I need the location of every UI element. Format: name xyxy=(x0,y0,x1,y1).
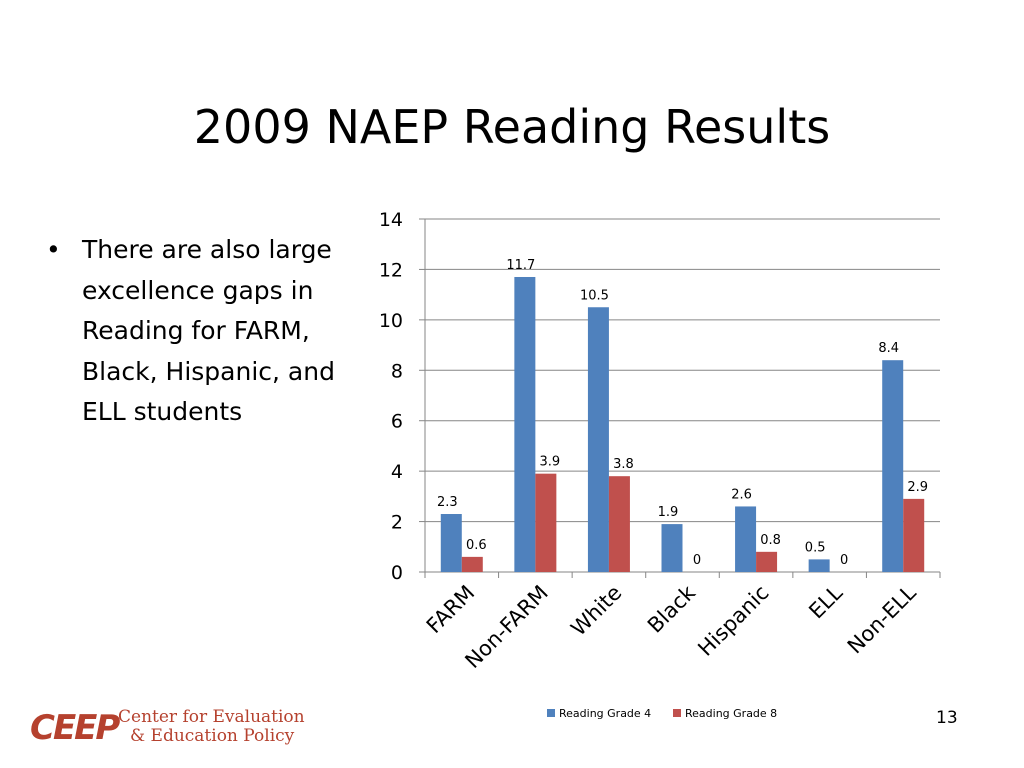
y-tick-label: 6 xyxy=(391,411,403,433)
bar-grade8 xyxy=(461,556,483,572)
data-label: 10.5 xyxy=(580,288,609,303)
bar-grade4 xyxy=(808,559,830,572)
x-tick-label: ELL xyxy=(804,580,847,623)
data-label: 3.8 xyxy=(613,457,634,472)
data-label: 11.7 xyxy=(506,258,535,273)
data-label: 0 xyxy=(693,553,701,568)
legend-swatch xyxy=(673,709,681,717)
bullet-marker: • xyxy=(46,235,61,264)
bar-grade8 xyxy=(903,498,925,572)
x-tick-label: White xyxy=(566,581,626,641)
logo-line-1: Center for Evaluation xyxy=(118,707,305,727)
y-tick-label: 0 xyxy=(391,562,403,584)
x-tick-label: Black xyxy=(643,580,701,638)
y-tick-label: 14 xyxy=(379,209,403,231)
data-label: 1.9 xyxy=(658,505,679,520)
bar-grade8 xyxy=(535,473,557,572)
bar-grade8 xyxy=(756,551,778,572)
data-label: 0.5 xyxy=(805,540,826,555)
legend-swatch xyxy=(547,709,555,717)
x-tick-label: Hispanic xyxy=(693,581,773,661)
x-tick-label: Non-ELL xyxy=(843,580,921,658)
bar-grade4 xyxy=(882,360,904,572)
y-tick-label: 2 xyxy=(391,512,403,534)
bar-grade4 xyxy=(661,524,683,572)
bar-grade4 xyxy=(587,307,609,572)
bar-grade8 xyxy=(608,476,630,572)
x-tick-label: FARM xyxy=(422,581,479,638)
legend-label: Reading Grade 4 xyxy=(559,707,651,720)
bar-grade4 xyxy=(514,276,536,572)
data-label: 0.6 xyxy=(466,538,487,553)
data-label: 2.9 xyxy=(907,480,928,495)
legend-label: Reading Grade 8 xyxy=(685,707,777,720)
bullet-text: There are also large excellence gaps in … xyxy=(82,235,335,426)
bullet-point: • There are also large excellence gaps i… xyxy=(46,230,356,433)
y-tick-label: 10 xyxy=(379,310,403,332)
data-label: 0 xyxy=(840,553,848,568)
bar-grade4 xyxy=(440,514,462,572)
ceep-logo-mark: CEEP xyxy=(30,708,120,748)
data-label: 2.3 xyxy=(437,495,458,510)
page-number: 13 xyxy=(936,708,958,728)
data-label: 8.4 xyxy=(878,341,899,356)
ceep-logo-text: Center for Evaluation & Education Policy xyxy=(118,708,305,746)
bar-grade4 xyxy=(735,506,757,572)
y-tick-label: 8 xyxy=(391,360,403,382)
y-tick-label: 4 xyxy=(391,461,403,483)
logo-line-2: & Education Policy xyxy=(130,726,295,746)
data-label: 2.6 xyxy=(731,487,752,502)
y-tick-label: 12 xyxy=(379,259,403,281)
data-label: 3.9 xyxy=(540,455,561,470)
data-label: 0.8 xyxy=(760,533,781,548)
slide-title: 2009 NAEP Reading Results xyxy=(193,100,831,154)
